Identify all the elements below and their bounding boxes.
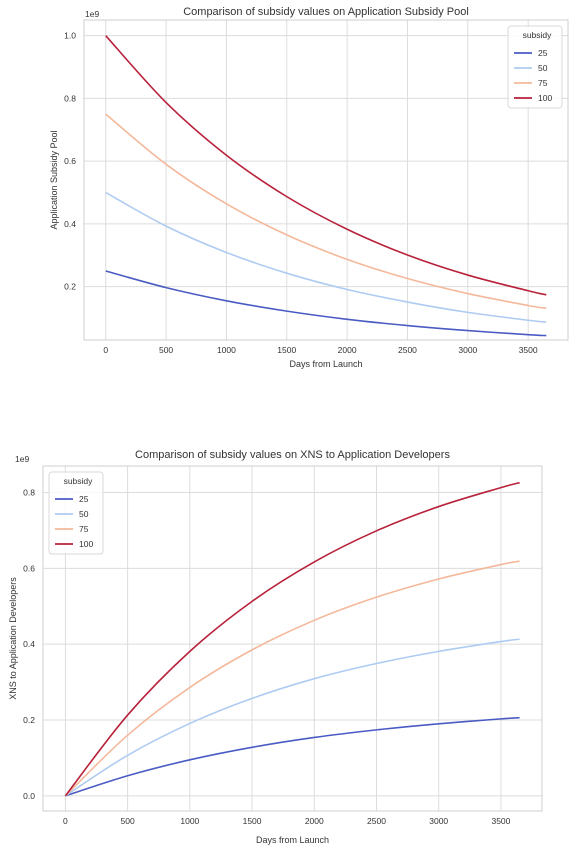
x-tick-label: 2500 — [367, 816, 386, 826]
chart-application-subsidy-pool: 0 500 1000 1500 2000 2500 3000 3500 0.2 0.4 0.6 0.8… — [0, 0, 582, 380]
legend-label-50: 50 — [538, 63, 548, 73]
x-tick-label: 500 — [159, 345, 173, 355]
legend-label-50: 50 — [79, 509, 89, 519]
series-line-25 — [105, 270, 547, 337]
y-tick-label: 0.6 — [23, 563, 35, 573]
series-line-50 — [105, 191, 547, 323]
y-axis-label: Application Subsidy Pool — [49, 130, 59, 229]
series-line-100 — [64, 481, 520, 797]
legend-box — [48, 471, 104, 555]
legend-box — [507, 25, 563, 109]
plot-frame — [83, 19, 569, 341]
x-tick-label: 1000 — [180, 816, 199, 826]
x-tick-label: 3000 — [429, 816, 448, 826]
y-tick-label: 0.4 — [64, 219, 76, 229]
y-multiplier: 1e9 — [85, 9, 99, 19]
legend-label-75: 75 — [79, 524, 89, 534]
x-tick-label: 1500 — [277, 345, 296, 355]
y-axis-label: XNS to Application Developers — [8, 577, 18, 700]
y-tick-label: 0.2 — [23, 715, 35, 725]
legend: subsidy 25 50 75 100 — [48, 471, 104, 555]
legend-label-75: 75 — [538, 78, 548, 88]
y-multiplier: 1e9 — [15, 454, 29, 464]
series-line-75 — [105, 113, 547, 310]
y-tick-label: 1.0 — [64, 31, 76, 41]
x-tick-label: 1500 — [243, 816, 262, 826]
series-line-25 — [65, 716, 520, 797]
legend-label-100: 100 — [79, 539, 93, 549]
x-tick-label: 3500 — [491, 816, 510, 826]
x-tick-label: 1000 — [217, 345, 236, 355]
series-line-50 — [64, 638, 520, 797]
legend: subsidy 25 50 75 100 — [507, 25, 563, 109]
chart-svg: 0 500 1000 1500 2000 2500 3000 3500 0.2 0.4 0.6 0.8… — [49, 6, 569, 369]
x-tick-label: 2000 — [338, 345, 357, 355]
plot-frame — [42, 465, 543, 812]
legend-label-25: 25 — [79, 494, 89, 504]
chart-svg: 0 500 1000 1500 2000 2500 3000 3500 0.0 0.2 0.4 0.6… — [8, 449, 543, 845]
legend-title: subsidy — [523, 30, 553, 40]
x-tick-label: 3500 — [519, 345, 538, 355]
grid — [43, 466, 542, 811]
y-tick-label: 0.6 — [64, 156, 76, 166]
y-tick-label: 0.2 — [64, 282, 76, 292]
chart-title: Comparison of subsidy values on Applicat… — [183, 6, 469, 18]
y-tick-label: 0.8 — [23, 488, 35, 498]
x-axis-label: Days from Launch — [289, 359, 362, 369]
grid — [84, 20, 568, 340]
x-axis-label: Days from Launch — [256, 835, 329, 845]
legend-label-25: 25 — [538, 48, 548, 58]
legend-title: subsidy — [64, 476, 94, 486]
x-tick-label: 0 — [63, 816, 68, 826]
x-tick-label: 3000 — [458, 345, 477, 355]
series-line-100 — [105, 35, 547, 296]
chart-xns-to-application-developers: 0 500 1000 1500 2000 2500 3000 3500 0.0 0.2 0.4 0.6… — [0, 440, 582, 850]
chart-title: Comparison of subsidy values on XNS to A… — [135, 449, 450, 461]
y-tick-label: 0.0 — [23, 791, 35, 801]
x-tick-label: 0 — [103, 345, 108, 355]
legend-label-100: 100 — [538, 93, 552, 103]
series-line-75 — [64, 560, 520, 797]
x-tick-label: 2500 — [398, 345, 417, 355]
y-tick-label: 0.8 — [64, 93, 76, 103]
y-tick-label: 0.4 — [23, 639, 35, 649]
x-tick-label: 2000 — [305, 816, 324, 826]
x-tick-label: 500 — [121, 816, 135, 826]
